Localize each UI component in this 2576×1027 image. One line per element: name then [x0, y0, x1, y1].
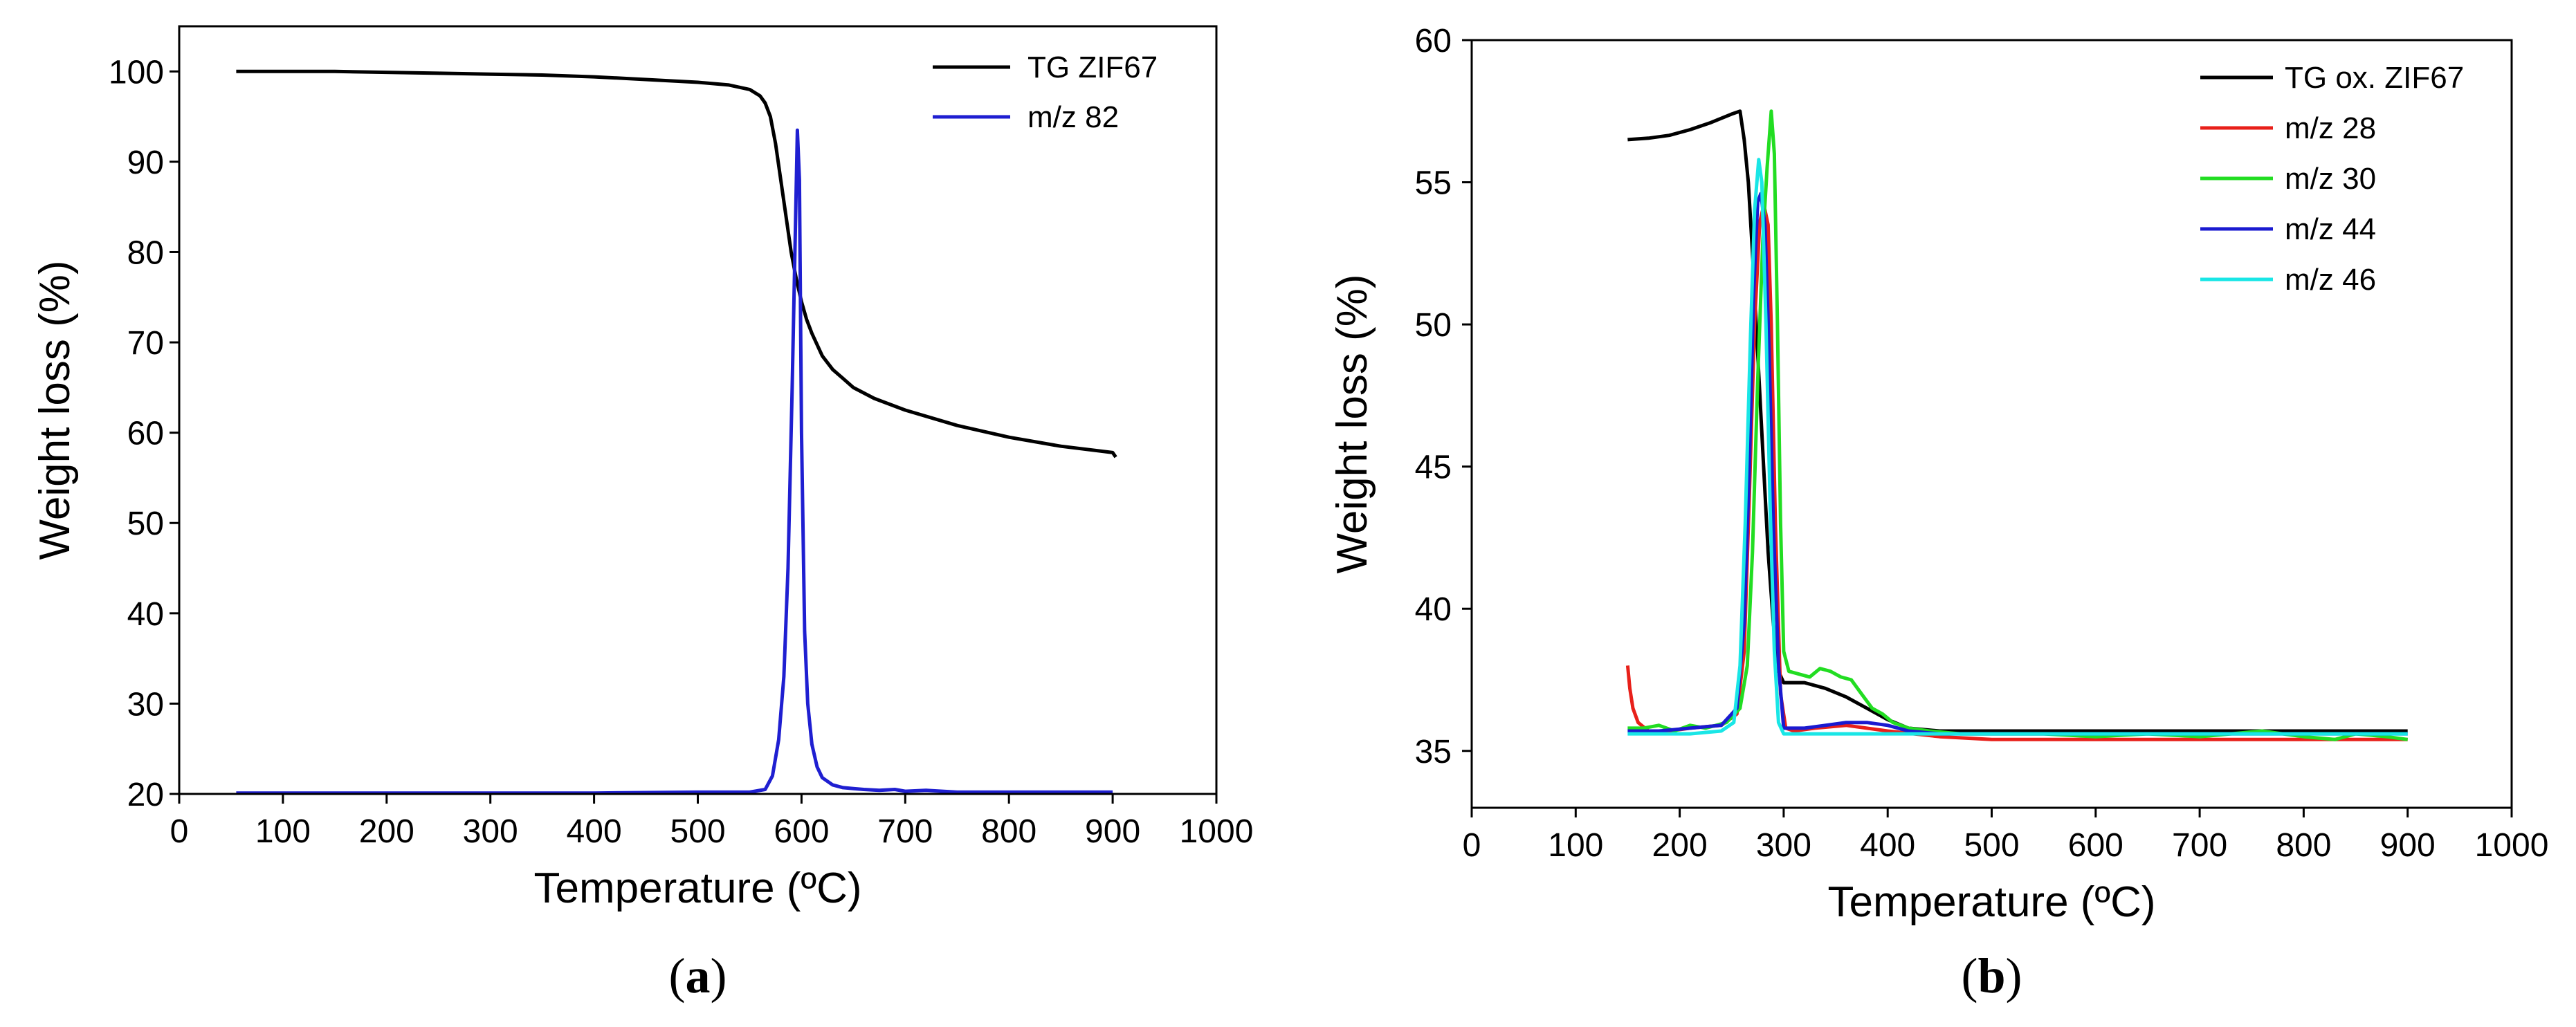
panel-label-letter: a: [686, 948, 711, 1003]
x-tick-label: 400: [1860, 827, 1915, 864]
legend-label: m/z 30: [2285, 162, 2376, 196]
chart-panel-a: 0 100 200 300 400 500 600 700 800 900 1000 20 30 40 50…: [31, 25, 1254, 1003]
plot-frame: [178, 25, 1218, 795]
y-tick-label: 80: [127, 234, 164, 271]
y-tick-label: 90: [127, 145, 164, 181]
panel-label-close: ): [711, 948, 727, 1003]
y-tick-label: 40: [127, 596, 164, 633]
x-tick-label: 1000: [2475, 827, 2549, 864]
series-group: [236, 69, 1117, 794]
x-tick-label: 400: [567, 813, 622, 850]
series-line-tg-zif67: [236, 69, 1117, 459]
x-tick-label: 700: [2172, 827, 2227, 864]
legend-label: m/z 46: [2285, 263, 2376, 297]
x-tick-label: 900: [1085, 813, 1140, 850]
x-tick-label: 600: [774, 813, 829, 850]
y-tick-label: 100: [109, 54, 164, 91]
x-tick-label: 200: [1652, 827, 1708, 864]
x-tick-label: 500: [1964, 827, 2019, 864]
x-tick-label: 500: [670, 813, 725, 850]
legend: TG ox. ZIF67 m/z 28 m/z 30 m/z 44 m/z 46: [2200, 61, 2464, 297]
x-tick-label: 700: [877, 813, 933, 850]
legend-label: m/z 28: [2285, 111, 2376, 145]
y-tick-label: 30: [127, 686, 164, 723]
y-tick-label: 55: [1415, 165, 1452, 202]
y-tick-label: 45: [1415, 450, 1452, 486]
plot-frame: [1470, 39, 2513, 809]
legend: TG ZIF67 m/z 82: [933, 50, 1158, 134]
x-tick-label: 900: [2380, 827, 2436, 864]
panel-label: (b): [1961, 948, 2022, 1003]
series-line-m-z-46: [1627, 158, 2408, 736]
legend-label: m/z 44: [2285, 212, 2376, 246]
x-tick-label: 100: [1548, 827, 1603, 864]
panel-label-open: (: [1961, 948, 1977, 1003]
legend-label: m/z 82: [1027, 100, 1119, 134]
y-axis-title: Weight loss (%): [1328, 275, 1376, 574]
x-tick-label: 300: [1756, 827, 1811, 864]
panel-label-letter: b: [1977, 948, 2005, 1003]
x-axis-title: Temperature (ºC): [534, 864, 862, 912]
chart-panel-b: 0 100 200 300 400 500 600 700 800 900 1000 35 40 45 50…: [1328, 23, 2548, 1003]
x-tick-label: 300: [463, 813, 518, 850]
x-tick-label: 200: [359, 813, 414, 850]
x-tick-label: 1000: [1180, 813, 1254, 850]
y-tick-label: 40: [1415, 591, 1452, 628]
y-tick-label: 50: [1415, 307, 1452, 344]
x-tick-label: 600: [2068, 827, 2123, 864]
x-tick-label: 800: [2276, 827, 2331, 864]
x-tick-label: 100: [255, 813, 311, 850]
y-axis-title: Weight loss (%): [31, 261, 79, 560]
panel-label-close: ): [2006, 948, 2022, 1003]
y-tick-label: 50: [127, 506, 164, 542]
legend-label: TG ox. ZIF67: [2285, 61, 2464, 95]
y-tick-label: 35: [1415, 734, 1452, 770]
x-tick-label: 0: [1463, 827, 1481, 864]
x-tick-label: 800: [981, 813, 1036, 850]
y-tick-label: 70: [127, 325, 164, 362]
series-group: [1625, 109, 2409, 741]
y-tick-label: 60: [127, 416, 164, 452]
series-line-m-z-82: [236, 128, 1113, 794]
panel-label-open: (: [669, 948, 686, 1003]
y-tick-label: 20: [127, 777, 164, 813]
y-tick-label: 60: [1415, 23, 1452, 59]
x-axis-title: Temperature (ºC): [1828, 878, 2156, 926]
panel-label: (a): [669, 948, 727, 1003]
x-tick-label: 0: [170, 813, 189, 850]
legend-label: TG ZIF67: [1027, 50, 1158, 84]
